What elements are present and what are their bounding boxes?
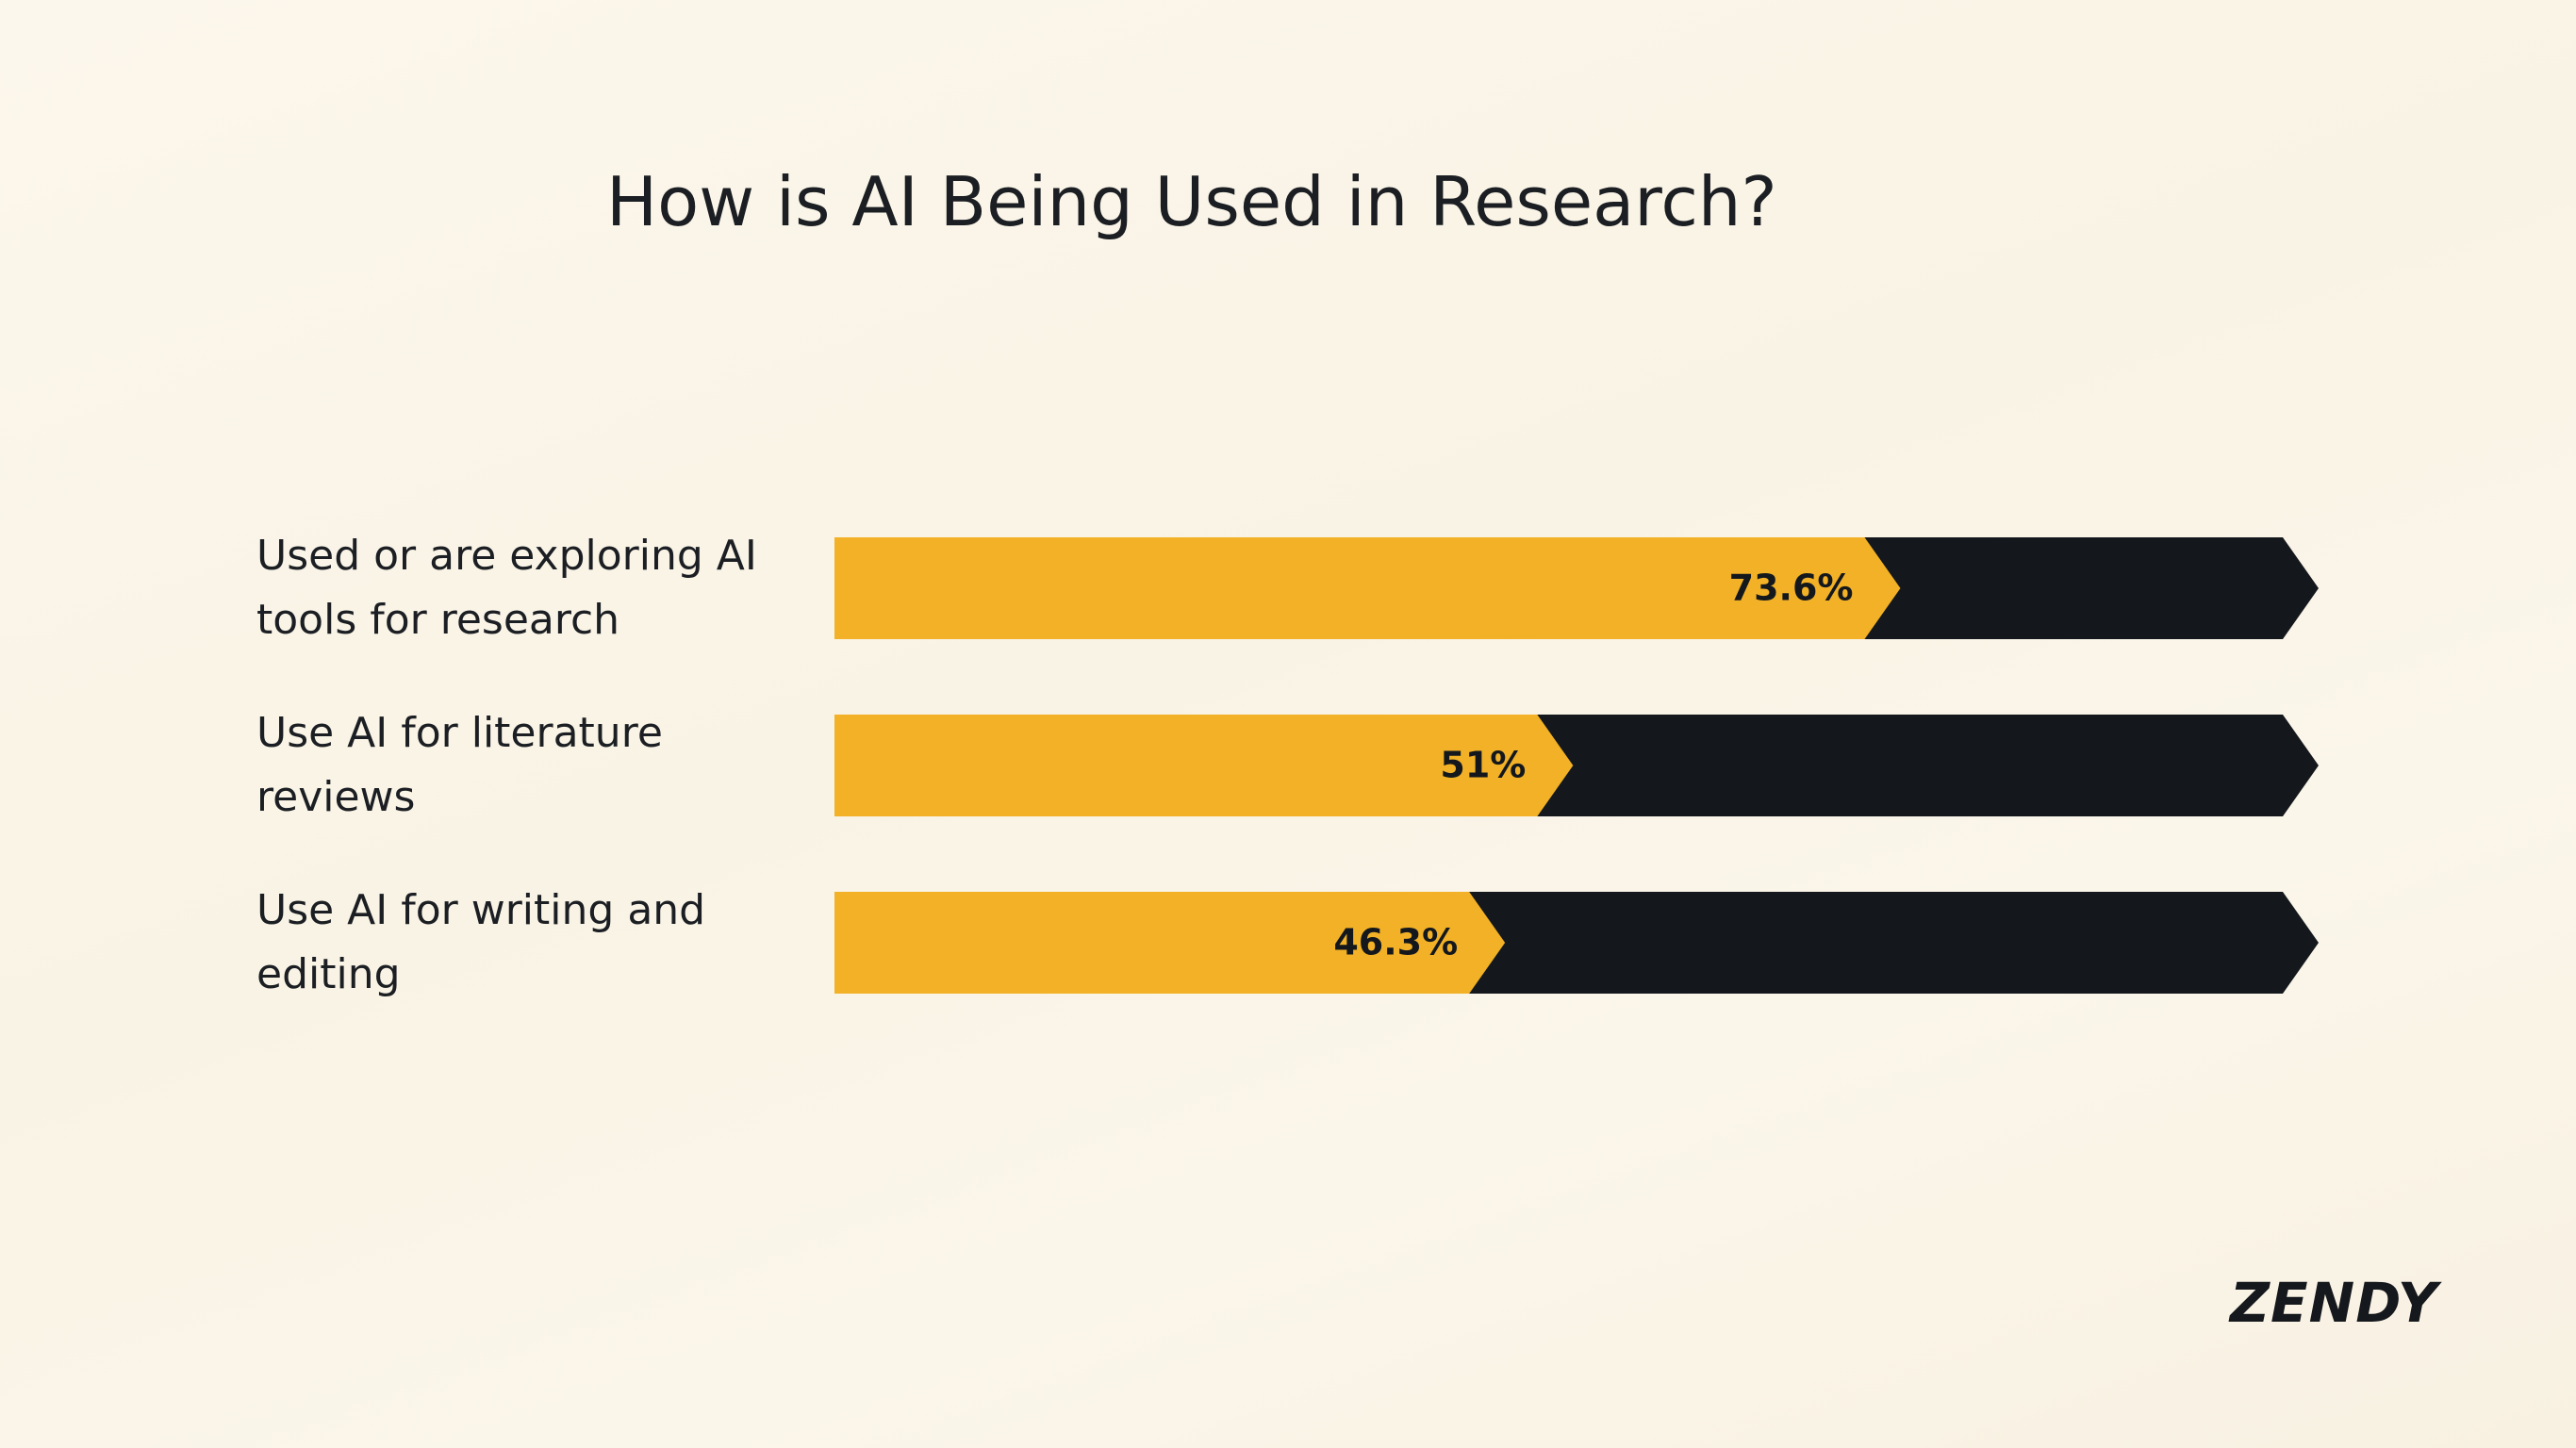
bar xyxy=(834,892,1506,994)
value-label: 46.3% xyxy=(1333,922,1458,963)
value-label: 51% xyxy=(1440,745,1526,786)
bar xyxy=(834,715,1574,816)
category-label: Used or are exploring AI tools for resea… xyxy=(256,532,757,644)
value-label: 73.6% xyxy=(1729,568,1854,609)
category-label: Use AI for literature reviews xyxy=(256,709,663,821)
bar xyxy=(834,537,1901,639)
chart-title: How is AI Being Used in Research? xyxy=(606,162,1777,241)
brand-logo: ZENDY xyxy=(2230,1271,2438,1335)
category-label: Use AI for writing and editing xyxy=(256,886,706,998)
